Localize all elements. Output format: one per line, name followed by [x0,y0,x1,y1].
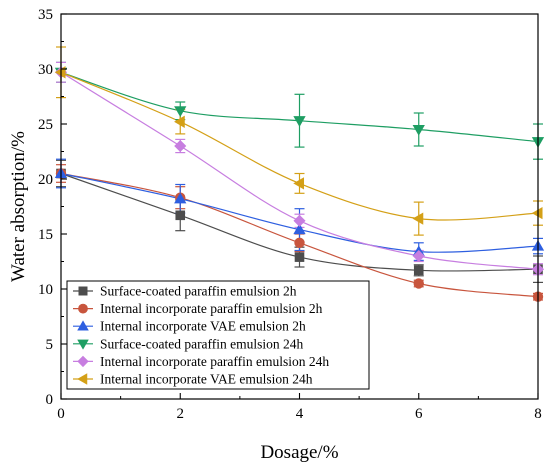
x-axis-title: Dosage/% [260,442,338,463]
legend-label: Internal incorporate paraffin emulsion 2… [100,301,323,316]
triangle-left-marker [174,115,185,128]
y-tick-label: 5 [46,337,54,353]
triangle-down-marker [412,124,425,136]
y-axis: 0 5 10 15 20 25 30 35 [38,7,67,408]
legend-label: Internal incorporate VAE emulsion 2h [100,319,306,334]
y-axis-title: Water absorption/% [8,131,29,282]
y-tick-label: 20 [38,172,53,188]
x-tick-label: 8 [534,406,542,422]
square-marker [294,252,305,262]
triangle-left-marker [293,177,305,190]
triangle-up-marker [174,192,187,204]
triangle-down-marker [174,106,187,118]
diamond-marker [293,214,306,227]
x-tick-label: 0 [57,406,65,422]
triangle-left-marker [77,373,88,385]
triangle-left-marker [531,206,543,220]
legend-label: Internal incorporate VAE emulsion 24h [100,372,313,387]
triangle-down-marker [77,339,89,350]
circle-marker [78,303,88,314]
circle-marker [294,237,305,249]
error-bars [56,46,543,301]
triangle-up-marker [293,223,306,235]
diamond-marker [77,355,89,368]
legend-label: Surface-coated paraffin emulsion 24h [100,336,304,351]
circle-marker [413,278,424,289]
legend-label: Internal incorporate paraffin emulsion 2… [100,354,329,369]
x-axis: 0 2 4 6 8 [57,393,542,422]
diamond-marker [412,249,425,263]
legend: Surface-coated paraffin emulsion 2h Inter… [66,280,370,390]
y-tick-label: 15 [38,227,53,243]
y-tick-label: 25 [38,117,53,133]
triangle-up-marker [77,320,89,331]
triangle-down-marker [293,116,306,127]
square-marker [413,265,424,276]
y-tick-label: 30 [38,62,53,78]
square-marker [78,286,88,296]
square-marker [175,210,186,221]
legend-label: Surface-coated paraffin emulsion 2h [100,284,297,299]
y-tick-label: 35 [38,7,53,23]
x-tick-label: 6 [415,406,423,422]
x-tick-label: 2 [177,406,185,422]
diamond-marker [174,139,187,153]
legend-box [66,280,370,390]
y-tick-label: 0 [46,392,54,408]
y-tick-label: 10 [38,282,53,298]
x-tick-label: 4 [296,406,304,422]
triangle-left-marker [412,212,424,225]
